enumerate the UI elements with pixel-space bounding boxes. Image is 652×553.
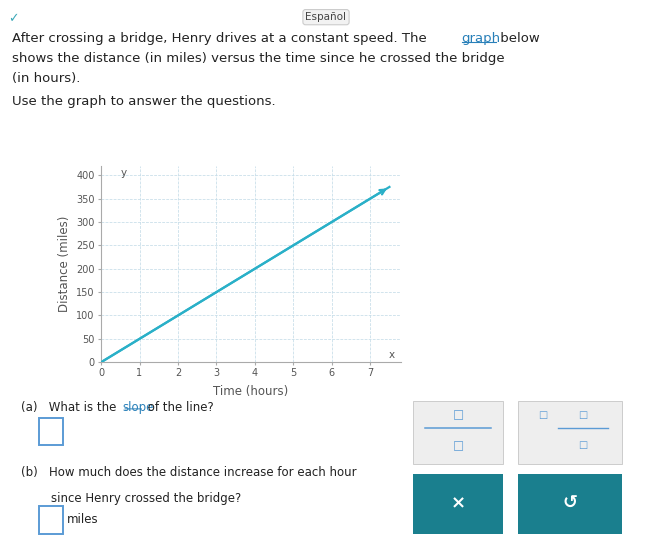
Text: ✓: ✓	[8, 12, 18, 25]
Text: After crossing a bridge, Henry drives at a constant speed. The: After crossing a bridge, Henry drives at…	[12, 32, 431, 45]
FancyBboxPatch shape	[39, 418, 63, 445]
Text: Use the graph to answer the questions.: Use the graph to answer the questions.	[12, 95, 275, 108]
Text: (in hours).: (in hours).	[12, 72, 80, 85]
Text: shows the distance (in miles) versus the time since he crossed the bridge: shows the distance (in miles) versus the…	[12, 52, 505, 65]
Text: □: □	[452, 409, 464, 421]
Text: x: x	[389, 350, 395, 360]
FancyBboxPatch shape	[413, 400, 503, 465]
X-axis label: Time (hours): Time (hours)	[213, 385, 289, 398]
FancyBboxPatch shape	[518, 400, 622, 465]
Text: graph: graph	[462, 32, 501, 45]
Text: ×: ×	[451, 494, 466, 512]
FancyBboxPatch shape	[413, 473, 503, 534]
FancyBboxPatch shape	[39, 506, 63, 534]
Text: Español: Español	[306, 12, 346, 22]
Text: (a)   What is the: (a) What is the	[21, 400, 120, 414]
Text: miles: miles	[67, 513, 98, 526]
Text: (b)   How much does the distance increase for each hour: (b) How much does the distance increase …	[21, 466, 357, 479]
Text: □: □	[452, 439, 464, 452]
Text: □: □	[578, 410, 587, 420]
Text: y: y	[120, 168, 126, 178]
Text: of the line?: of the line?	[144, 400, 214, 414]
Text: □: □	[578, 440, 587, 450]
Text: below: below	[496, 32, 539, 45]
Text: ↺: ↺	[563, 494, 578, 512]
Text: slope: slope	[122, 400, 153, 414]
Text: □: □	[538, 410, 547, 420]
Y-axis label: Distance (miles): Distance (miles)	[57, 216, 70, 312]
Text: since Henry crossed the bridge?: since Henry crossed the bridge?	[21, 492, 241, 505]
FancyBboxPatch shape	[518, 473, 622, 534]
